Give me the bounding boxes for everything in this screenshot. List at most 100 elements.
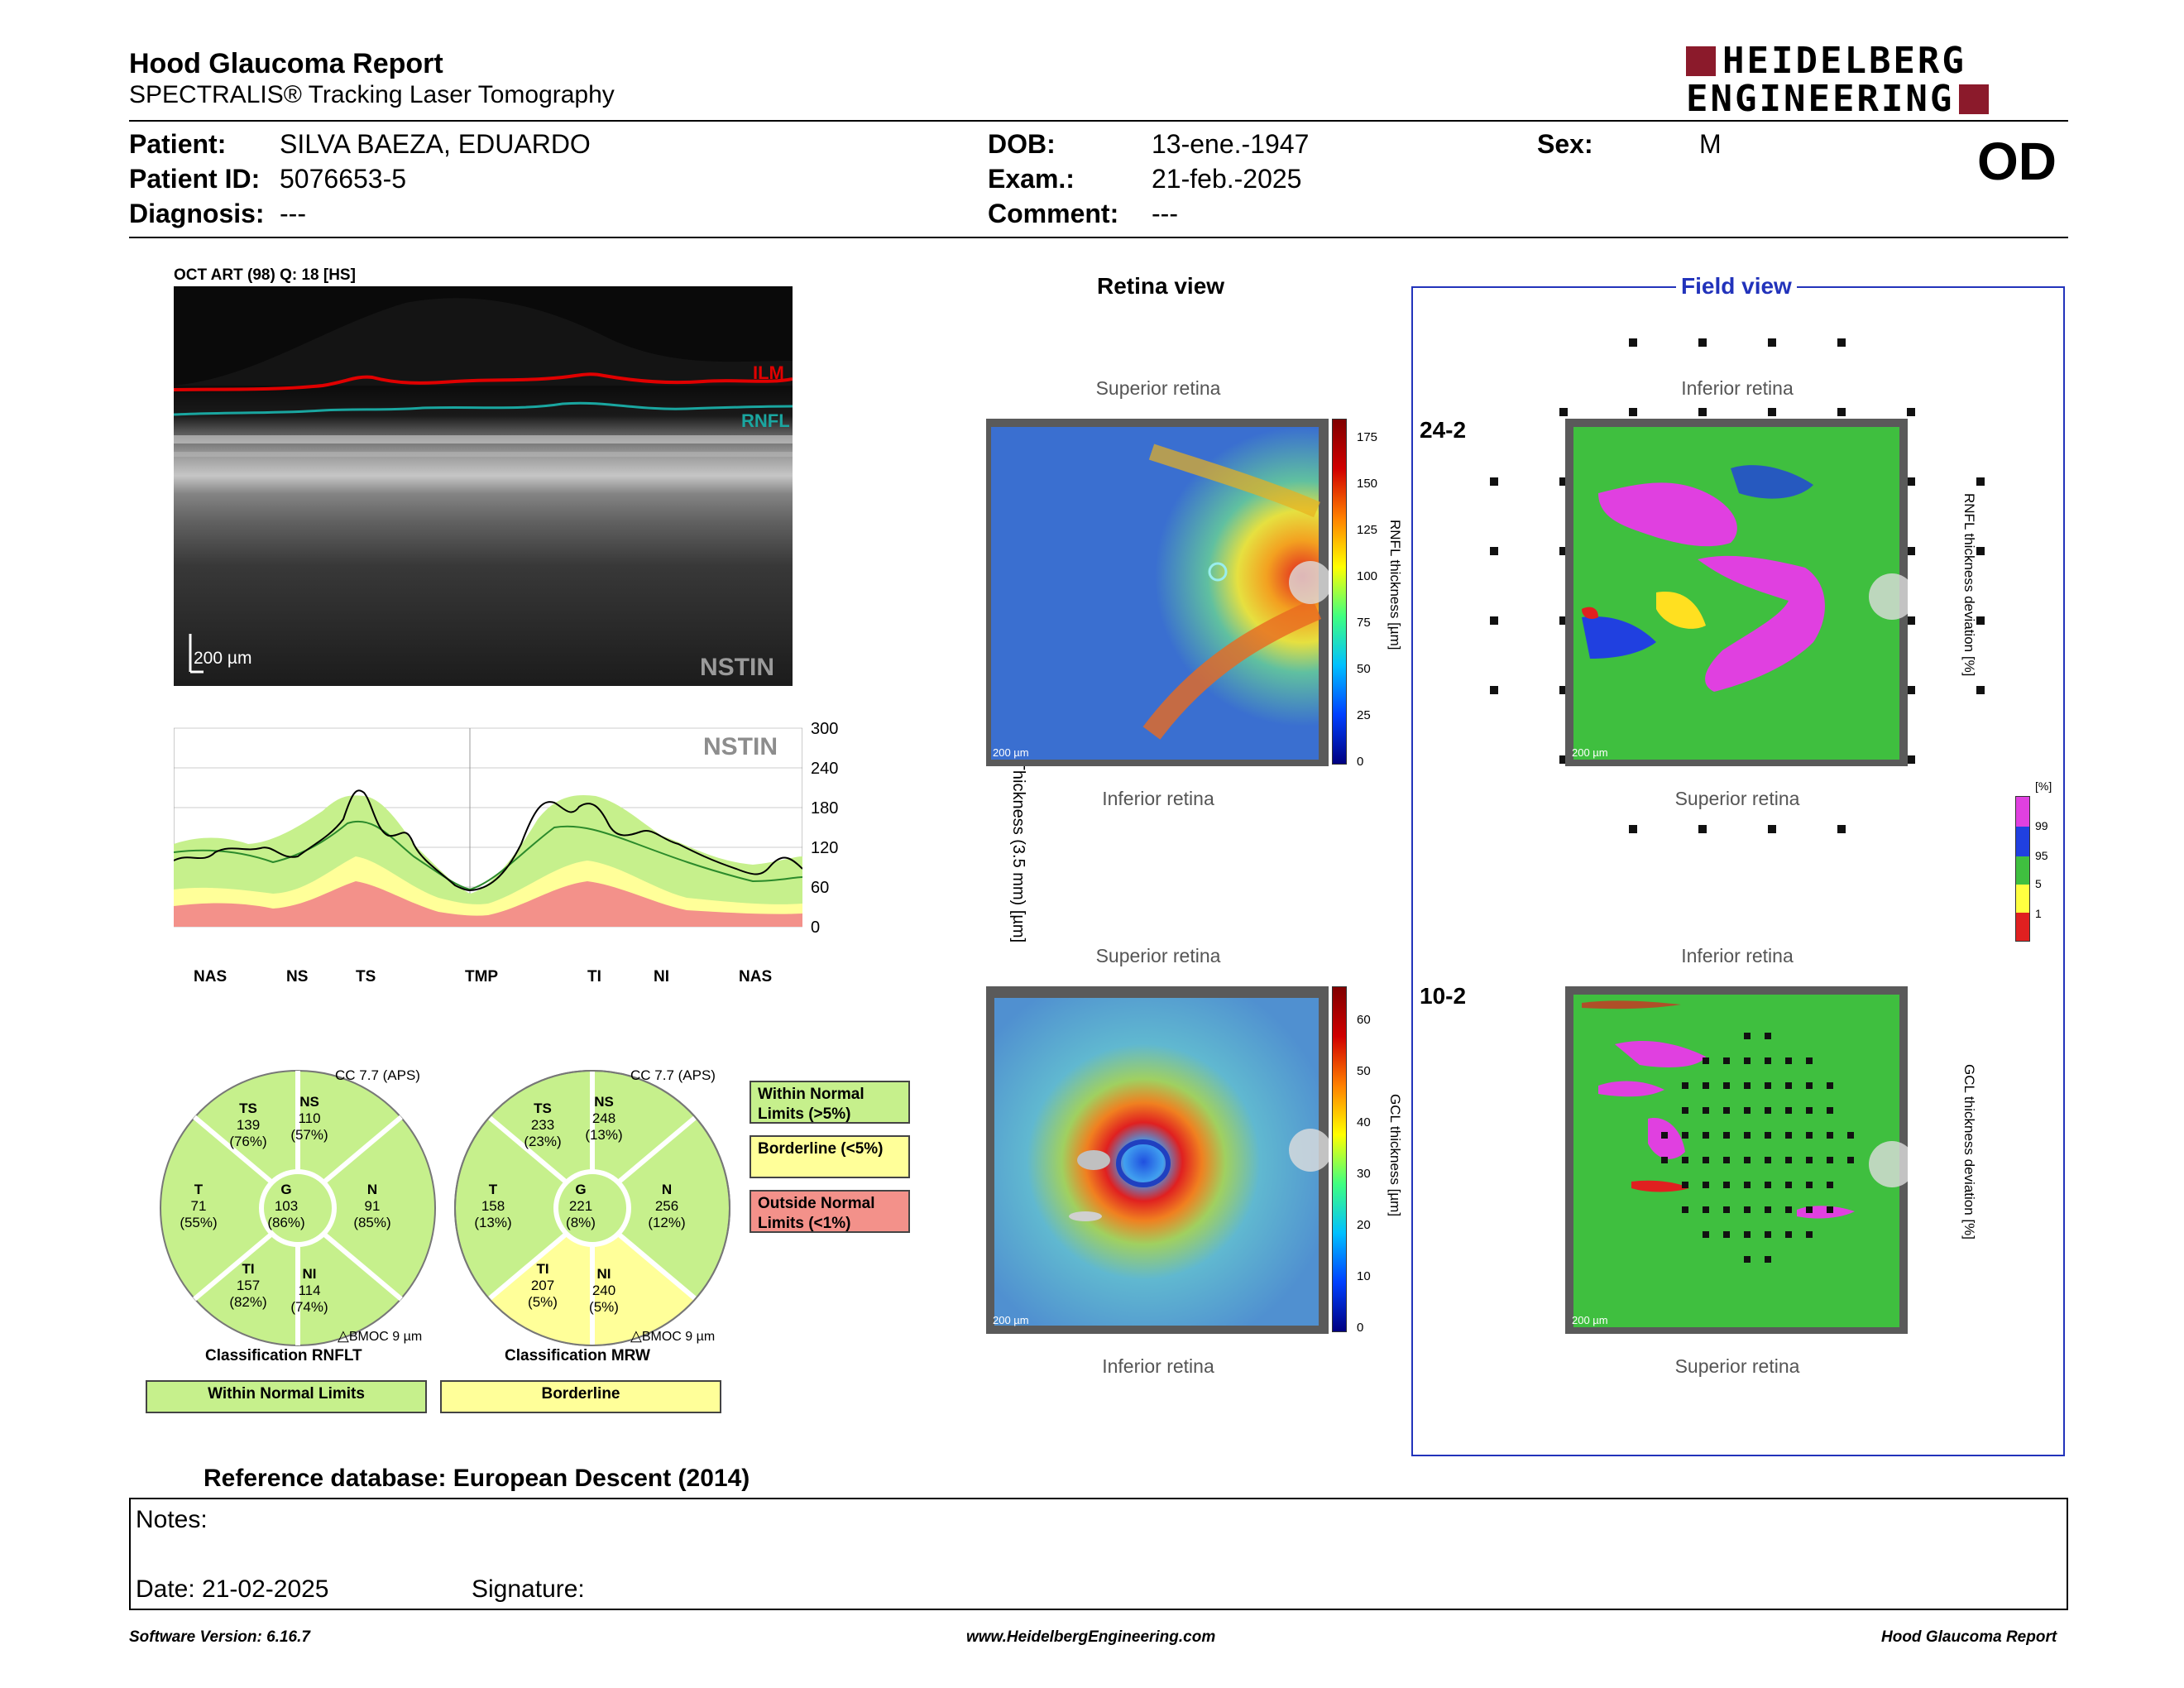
stimulus-dot bbox=[1703, 1157, 1709, 1163]
oct-bscan-image: ILM RNFL 200 µm NSTIN bbox=[173, 286, 793, 686]
stimulus-dot bbox=[1703, 1082, 1709, 1089]
comment-value: --- bbox=[1152, 199, 1178, 228]
rnflt-ns-pct: (57%) bbox=[290, 1127, 328, 1143]
stimulus-dot bbox=[1827, 1132, 1833, 1139]
mrw-cc: CC 7.7 (APS) bbox=[630, 1067, 716, 1083]
diagnosis-value: --- bbox=[280, 199, 306, 228]
rnfl-colorbar bbox=[1332, 419, 1347, 765]
patient-id: 5076653-5 bbox=[280, 164, 407, 194]
stimulus-dot bbox=[1806, 1082, 1813, 1089]
mrw-ti-label: TI bbox=[536, 1261, 549, 1277]
cb1-tick-25: 25 bbox=[1357, 708, 1371, 722]
percentile-colorbar bbox=[2015, 796, 2030, 942]
stimulus-dot bbox=[1723, 1231, 1730, 1238]
mrw-n-label: N bbox=[661, 1182, 673, 1197]
footer-report-name: Hood Glaucoma Report bbox=[1881, 1628, 2057, 1646]
rnflt-sector-g: G 103 (86%) bbox=[261, 1182, 311, 1231]
retina-top-label-2: Superior retina bbox=[1095, 945, 1221, 966]
mrw-n-pct: (12%) bbox=[648, 1215, 686, 1230]
gcl-deviation-map: 200 µm bbox=[1565, 986, 1915, 1334]
triangle-icon: △ bbox=[338, 1327, 349, 1344]
mrw-sector-g: G 221 (8%) bbox=[556, 1182, 606, 1231]
stimulus-dot bbox=[1744, 1132, 1751, 1139]
gcl-map-scale: 200 µm bbox=[993, 1314, 1029, 1326]
gcl-dev-map-scale: 200 µm bbox=[1572, 1314, 1608, 1326]
notes-date: Date: 21-02-2025 bbox=[136, 1575, 329, 1603]
stimulus-dot bbox=[1703, 1107, 1709, 1114]
stimulus-dot bbox=[1847, 1157, 1854, 1163]
notes-box[interactable] bbox=[129, 1498, 2068, 1610]
rnflt-sector-ti: TI 157 (82%) bbox=[223, 1261, 273, 1311]
mrw-g-value: 221 bbox=[568, 1198, 593, 1214]
mrw-sector-ns: NS 248 (13%) bbox=[579, 1094, 629, 1144]
ytick-240: 240 bbox=[811, 760, 839, 778]
stimulus-dot bbox=[1785, 1157, 1792, 1163]
stimulus-dot bbox=[1765, 1132, 1771, 1139]
stimulus-dot bbox=[1837, 338, 1846, 347]
cb1-tick-150: 150 bbox=[1357, 477, 1378, 491]
legend-borderline: Borderline (<5%) bbox=[750, 1135, 910, 1178]
gcl-thickness-map: 200 µm bbox=[986, 986, 1332, 1334]
mrw-sector-ts: TS 233 (23%) bbox=[518, 1101, 568, 1150]
rnflt-sector-n: N 91 (85%) bbox=[347, 1182, 397, 1231]
ytick-180: 180 bbox=[811, 799, 839, 818]
rnfl-deviation-label: RNFL thickness deviation [%] bbox=[1961, 493, 1977, 677]
report-subtitle: SPECTRALIS® Tracking Laser Tomography bbox=[129, 81, 615, 108]
mrw-g-label: G bbox=[575, 1182, 587, 1197]
stimulus-dot bbox=[1744, 1206, 1751, 1213]
stimulus-dot bbox=[1682, 1182, 1688, 1188]
stimulus-dot bbox=[1765, 1107, 1771, 1114]
logo-line1: HEIDELBERG bbox=[1722, 40, 1966, 82]
stimulus-dot bbox=[1907, 755, 1915, 764]
stimulus-dot bbox=[1785, 1182, 1792, 1188]
stimulus-dot bbox=[1806, 1057, 1813, 1064]
stimulus-dot bbox=[1744, 1231, 1751, 1238]
mrw-ni-value: 240 bbox=[592, 1283, 616, 1298]
stimulus-dot bbox=[1559, 755, 1568, 764]
exam-value: 21-feb.-2025 bbox=[1152, 164, 1302, 194]
stimulus-dot bbox=[1765, 1157, 1771, 1163]
stimulus-dot bbox=[1837, 825, 1846, 833]
cb2-tick-60: 60 bbox=[1357, 1013, 1371, 1027]
cb1-tick-100: 100 bbox=[1357, 569, 1378, 583]
xlabel-tmp: TMP bbox=[465, 968, 499, 985]
rnflt-t-value: 71 bbox=[190, 1198, 207, 1214]
pct-band-1-5 bbox=[2016, 885, 2029, 913]
rnfl-label: RNFL bbox=[741, 410, 790, 431]
signature-label: Signature: bbox=[472, 1575, 585, 1603]
rnflt-ti-label: TI bbox=[242, 1261, 255, 1277]
stimulus-dot bbox=[1698, 825, 1707, 833]
patient-id-label: Patient ID: bbox=[129, 164, 261, 194]
cb1-tick-75: 75 bbox=[1357, 616, 1371, 630]
gcl-colorbar bbox=[1332, 986, 1347, 1332]
xlabel-nas-right: NAS bbox=[739, 968, 773, 985]
stimulus-dot bbox=[1806, 1132, 1813, 1139]
rnflt-ti-value: 157 bbox=[236, 1278, 261, 1293]
gcl-deviation-label: GCL thickness deviation [%] bbox=[1961, 1064, 1977, 1240]
logo-line2: ENGINEERING bbox=[1686, 78, 1955, 120]
rnfl-dev-map-scale: 200 µm bbox=[1572, 746, 1608, 759]
rnflt-g-label: G bbox=[280, 1182, 292, 1197]
mrw-sector-n: N 256 (12%) bbox=[642, 1182, 692, 1231]
stimulus-dot bbox=[1806, 1182, 1813, 1188]
comment-label: Comment: bbox=[988, 199, 1119, 228]
stimulus-dot bbox=[1765, 1057, 1771, 1064]
pct-tick-1: 1 bbox=[2035, 907, 2042, 920]
mrw-ns-value: 248 bbox=[592, 1110, 616, 1126]
stimulus-dot bbox=[1744, 1256, 1751, 1263]
stimulus-dot bbox=[1976, 616, 1985, 625]
stimulus-dot bbox=[1785, 1206, 1792, 1213]
stimulus-dot bbox=[1765, 1033, 1771, 1039]
stimulus-dot bbox=[1723, 1107, 1730, 1114]
diagnosis-label: Diagnosis: bbox=[129, 199, 265, 228]
patient-name: SILVA BAEZA, EDUARDO bbox=[280, 129, 591, 159]
stimulus-dot bbox=[1723, 1132, 1730, 1139]
reference-database: Reference database: European Descent (20… bbox=[204, 1465, 750, 1492]
stimulus-dot bbox=[1765, 1182, 1771, 1188]
footer-website[interactable]: www.HeidelbergEngineering.com bbox=[966, 1628, 1216, 1646]
sex-label: Sex: bbox=[1537, 129, 1593, 159]
patient-label: Patient: bbox=[129, 129, 227, 159]
stimulus-dot bbox=[1723, 1057, 1730, 1064]
ytick-120: 120 bbox=[811, 839, 839, 857]
eye-label: OD bbox=[1977, 132, 2057, 191]
